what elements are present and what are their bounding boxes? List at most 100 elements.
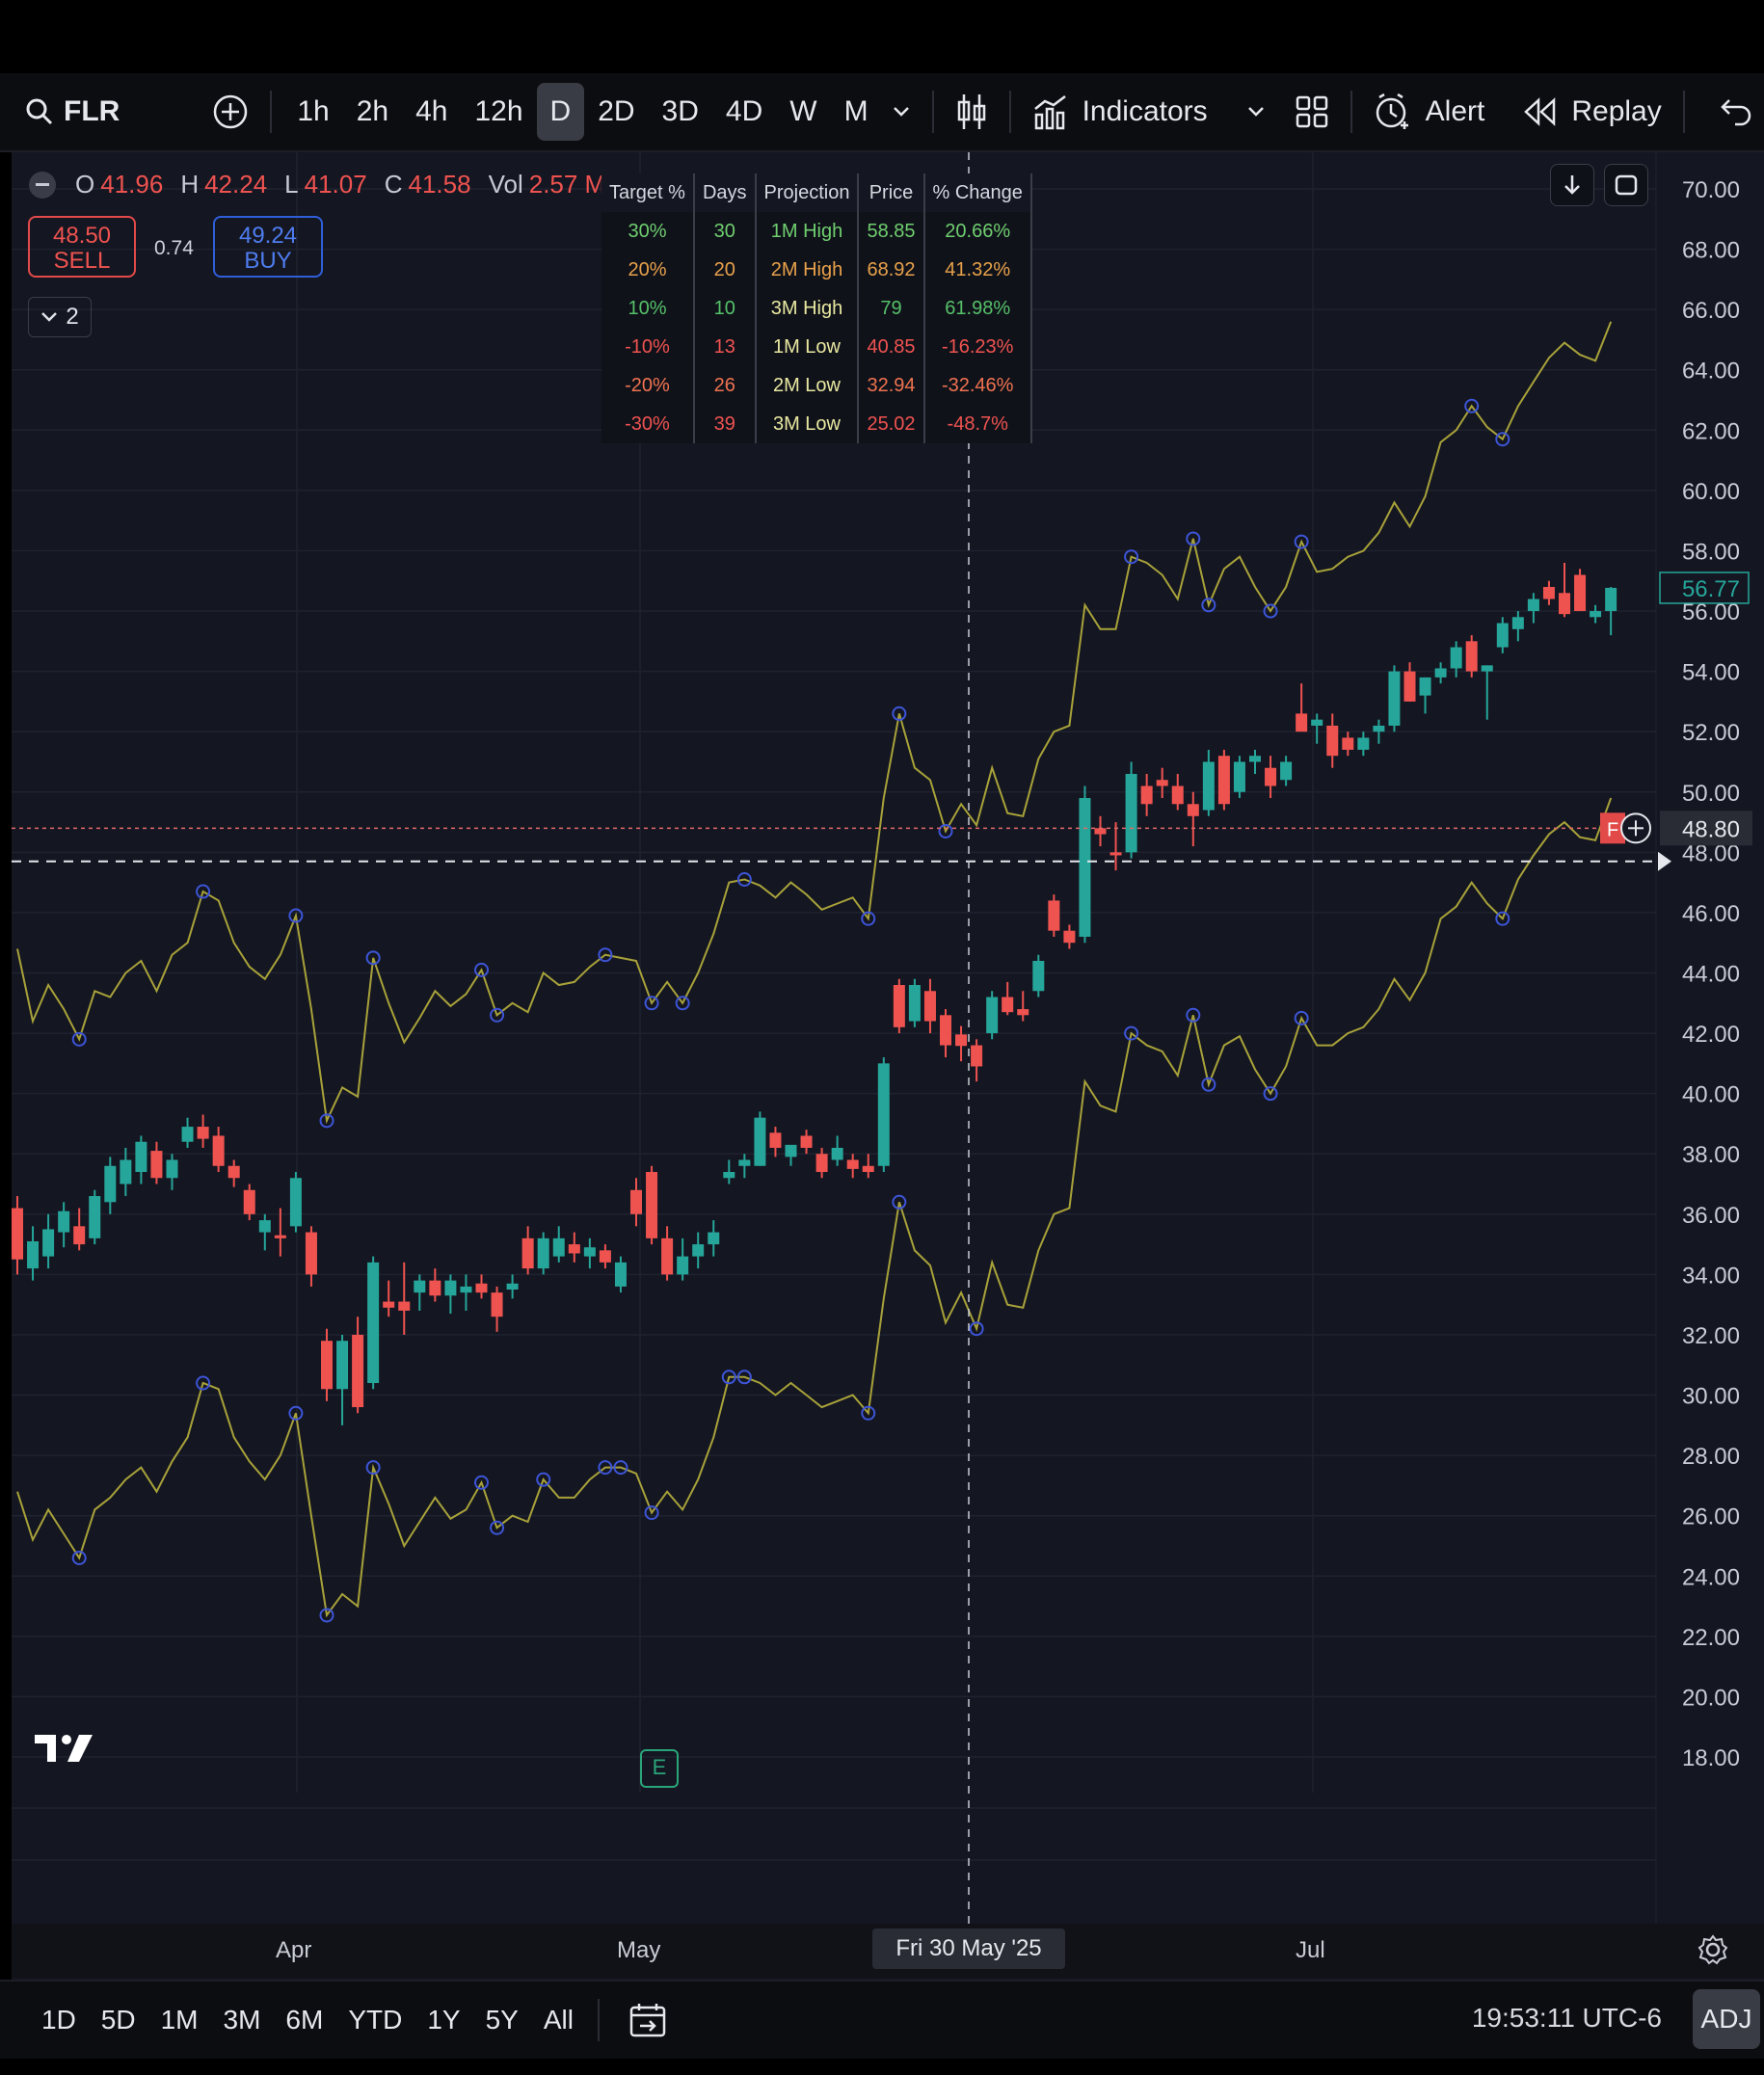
candle-body <box>908 985 921 1022</box>
search-icon <box>26 98 53 125</box>
timeframe-3d[interactable]: 3D <box>661 95 699 127</box>
lower-band-pivot <box>1186 1007 1201 1023</box>
table-cell: 40.85 <box>858 328 925 366</box>
timeframe-2h[interactable]: 2h <box>356 95 389 127</box>
candle-body <box>815 1154 828 1173</box>
lower-band-pivot <box>490 1520 505 1535</box>
lower-band-pivot <box>288 1405 304 1421</box>
candle-body <box>1202 761 1215 811</box>
candle-body <box>289 1178 302 1227</box>
candle-body <box>568 1244 580 1254</box>
toolbar-separator <box>1350 91 1352 133</box>
price-axis-label: 54.00 <box>1682 660 1740 686</box>
indicators-dropdown[interactable] <box>1237 83 1275 141</box>
earnings-badge[interactable]: E <box>640 1749 679 1788</box>
range-3m[interactable]: 3M <box>223 2005 261 2035</box>
range-6m[interactable]: 6M <box>285 2005 324 2035</box>
candle-body <box>1542 587 1555 599</box>
timeframe-4h[interactable]: 4h <box>415 95 448 127</box>
volume-label: Vol <box>488 170 523 199</box>
add-order-plus-icon[interactable] <box>1620 812 1651 844</box>
candle-body <box>1048 900 1060 931</box>
time-label-may: May <box>617 1937 661 1963</box>
range-1d[interactable]: 1D <box>41 2005 76 2035</box>
table-header: Days <box>693 173 757 212</box>
table-cell: -30% <box>601 405 695 443</box>
timeframe-w[interactable]: W <box>789 95 817 127</box>
timeframe-2d[interactable]: 2D <box>598 95 635 127</box>
candle-body <box>877 1063 890 1166</box>
candle-body <box>831 1147 843 1160</box>
candle-body <box>104 1165 117 1203</box>
range-1m[interactable]: 1M <box>160 2005 199 2035</box>
symbol-search[interactable]: FLR <box>0 83 129 141</box>
range-5y[interactable]: 5Y <box>485 2005 519 2035</box>
table-cell: 2M High <box>755 251 860 289</box>
table-cell: -10% <box>601 328 695 366</box>
toolbar-separator <box>1682 91 1685 133</box>
undo-button[interactable] <box>1710 83 1762 141</box>
price-axis-label: 66.00 <box>1682 298 1740 324</box>
range-1y[interactable]: 1Y <box>427 2005 461 2035</box>
candle-body <box>398 1301 411 1311</box>
spread-value: 0.74 <box>154 237 194 259</box>
timeframe-4d[interactable]: 4D <box>725 95 763 127</box>
settings-gear-icon[interactable] <box>1697 1933 1729 1966</box>
collapse-legend-icon[interactable] <box>29 171 56 199</box>
clock-timezone[interactable]: 19:53:11 UTC-6 <box>1471 2003 1662 2033</box>
timeframe-dropdown[interactable] <box>882 83 921 141</box>
candle-body <box>1217 756 1230 805</box>
table-cell: -20% <box>601 366 695 405</box>
candle-body <box>646 1172 658 1238</box>
buy-button[interactable]: 49.24 BUY <box>213 216 323 278</box>
timeframe-12h[interactable]: 12h <box>474 95 523 127</box>
replay-button[interactable]: Replay <box>1513 83 1670 141</box>
candle-body <box>1311 719 1323 726</box>
range-5d[interactable]: 5D <box>100 2005 136 2035</box>
adj-toggle-button[interactable]: ADJ <box>1693 1989 1760 2049</box>
upper-band-pivot <box>474 962 489 977</box>
indicators-button[interactable]: Indicators <box>1023 83 1217 141</box>
table-cell: 32.94 <box>858 366 925 405</box>
candlestick-icon <box>957 94 985 129</box>
lower-band-pivot <box>861 1405 876 1421</box>
candle-body <box>1450 647 1462 669</box>
chart-type-button[interactable] <box>946 83 998 141</box>
upper-band-pivot <box>861 911 876 926</box>
table-header: Target % <box>601 173 695 212</box>
timeframe-d[interactable]: D <box>536 83 585 141</box>
go-to-date-button[interactable] <box>619 1991 677 2049</box>
toolbar-separator <box>931 91 934 133</box>
fullscreen-button[interactable] <box>1604 164 1648 206</box>
indicators-collapse-button[interactable]: 2 <box>28 297 92 337</box>
sell-price: 48.50 <box>52 223 112 249</box>
close-value: 41.58 <box>408 170 471 199</box>
candle-body <box>1063 930 1076 944</box>
scroll-to-latest-button[interactable] <box>1550 164 1594 206</box>
sell-button[interactable]: 48.50 SELL <box>28 216 136 278</box>
low-value: 41.07 <box>304 170 367 199</box>
timeframe-m[interactable]: M <box>843 95 869 127</box>
candle-body <box>923 991 936 1022</box>
compare-button[interactable] <box>202 83 258 141</box>
alert-button[interactable]: Alert <box>1364 83 1495 141</box>
price-axis-label: 70.00 <box>1682 177 1740 203</box>
candle-body <box>677 1256 689 1275</box>
lower-band-pivot <box>613 1460 628 1476</box>
lower-band-pivot <box>736 1370 752 1385</box>
layout-button[interactable] <box>1285 83 1339 141</box>
candle-body <box>197 1127 209 1139</box>
range-ytd[interactable]: YTD <box>348 2005 403 2035</box>
table-cell: 10% <box>601 289 695 328</box>
price-axis-label: 18.00 <box>1682 1745 1740 1771</box>
candle-body <box>1434 668 1447 678</box>
close-label: C <box>384 170 403 199</box>
candle-body <box>537 1237 549 1269</box>
timeframe-1h[interactable]: 1h <box>297 95 330 127</box>
upper-band-pivot <box>365 950 381 966</box>
range-all[interactable]: All <box>543 2005 574 2035</box>
time-label-apr: Apr <box>276 1937 312 1963</box>
candle-body <box>971 1045 983 1067</box>
upper-band-pivot <box>71 1031 87 1047</box>
